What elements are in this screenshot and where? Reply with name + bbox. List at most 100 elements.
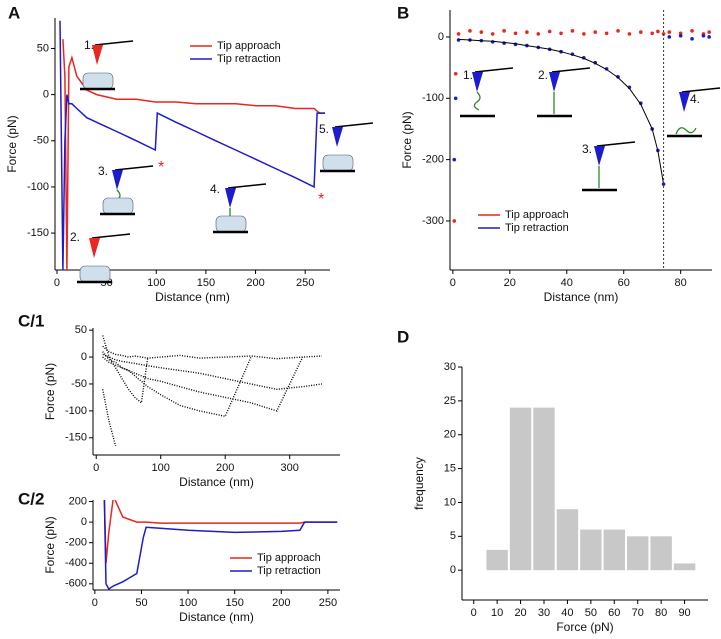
bar: [486, 549, 508, 571]
y-tick-label: -600: [65, 578, 87, 590]
bar: [533, 407, 555, 571]
tip: [92, 45, 103, 65]
point: [690, 37, 694, 41]
series-line: [103, 500, 338, 590]
point: [661, 32, 666, 36]
y-tick-label: 15: [444, 463, 456, 475]
y-tick-label: 10: [444, 496, 456, 508]
x-tick-label: 150: [225, 597, 243, 609]
x-tick-label: 150: [197, 277, 215, 289]
step-label: 2.: [538, 68, 548, 82]
cantilever: [114, 165, 154, 171]
bar: [627, 536, 649, 571]
substrate: [82, 72, 114, 90]
y-tick-label: -150: [65, 432, 87, 444]
point: [707, 35, 711, 39]
tip: [112, 170, 123, 190]
x-axis-title: Distance (nm): [179, 610, 254, 624]
panel-label: A: [8, 3, 20, 22]
panel-label: C/1: [18, 311, 44, 330]
y-tick-label: 30: [444, 361, 456, 373]
x-tick-label: 250: [296, 277, 314, 289]
point: [707, 30, 711, 34]
legend-label: Tip retraction: [217, 53, 281, 65]
series-line: [59, 20, 325, 270]
point: [650, 31, 654, 36]
legend-label: Tip retraction: [257, 565, 321, 577]
bar: [603, 529, 625, 571]
step-label: 1.: [84, 38, 94, 52]
plot-area: [452, 10, 711, 270]
point: [667, 35, 672, 39]
plot-area: [103, 500, 338, 590]
substrate: [102, 197, 134, 215]
point: [525, 30, 529, 34]
point: [627, 32, 632, 36]
cantilever: [227, 183, 267, 189]
point: [452, 219, 457, 223]
y-tick-label: -200: [422, 154, 444, 166]
point: [604, 31, 609, 36]
rupture-marker: *: [318, 191, 324, 208]
panel: A-150-100-50050050100150200250Distance (…: [5, 3, 374, 304]
panel: C/2 -600 -400 -200 0 200 0 50 100 150 200 250 Distan…: [18, 489, 340, 624]
point: [559, 31, 563, 36]
plot-area: [486, 407, 696, 571]
tip: [594, 146, 605, 166]
y-tick-label: 5: [450, 530, 456, 542]
x-tick-label: 80: [675, 277, 687, 289]
y-tick-label: 200: [69, 495, 87, 507]
rupture-marker: *: [158, 159, 164, 176]
point: [690, 29, 694, 33]
legend-label: Tip retraction: [505, 222, 569, 234]
bar: [556, 509, 579, 571]
x-tick-label: 60: [608, 607, 620, 619]
substrate: [79, 265, 111, 283]
tip: [225, 188, 236, 208]
point: [452, 157, 457, 162]
x-tick-label: 100: [152, 462, 170, 474]
tip: [89, 238, 100, 258]
fit-line: [458, 38, 665, 185]
x-tick-label: 20: [514, 607, 526, 619]
panel-label: B: [397, 3, 409, 22]
point: [656, 29, 660, 34]
x-tick-label: 0: [450, 277, 456, 289]
y-tick-label: -150: [27, 227, 49, 239]
y-tick-label: -300: [422, 215, 444, 227]
point: [479, 30, 484, 34]
y-tick-label: -50: [33, 135, 49, 147]
bar: [509, 407, 532, 571]
step-label: 3.: [582, 142, 592, 156]
step-label: 4.: [690, 92, 700, 106]
x-tick-label: 50: [135, 597, 147, 609]
y-axis-title: Force (pN): [400, 111, 414, 168]
bar: [650, 536, 672, 571]
series-line: [102, 345, 322, 360]
y-tick-label: -100: [65, 405, 87, 417]
point: [490, 32, 495, 36]
y-axis-title: Force (pN): [5, 115, 19, 172]
y-tick-label: 50: [37, 42, 49, 54]
series-line: [102, 356, 304, 412]
x-tick-label: 0: [54, 277, 60, 289]
point: [667, 30, 672, 34]
step-label: 2.: [70, 230, 80, 244]
x-tick-label: 60: [618, 277, 630, 289]
molecule: [675, 127, 697, 135]
y-tick-label: 0: [43, 89, 49, 101]
cantilever: [91, 233, 131, 239]
bar: [580, 529, 602, 571]
tip: [549, 72, 560, 92]
plot-area: [102, 335, 322, 447]
y-tick-label: -200: [65, 537, 87, 549]
x-tick-label: 70: [632, 607, 644, 619]
panel: C/1 -150 -100 -50 0 50 0 100 200 300 Distance (nm)…: [18, 311, 340, 489]
x-tick-label: 40: [561, 607, 573, 619]
plot-area: [59, 20, 325, 270]
point: [678, 33, 683, 38]
point: [616, 29, 620, 33]
point: [468, 29, 472, 33]
tip: [679, 92, 690, 112]
